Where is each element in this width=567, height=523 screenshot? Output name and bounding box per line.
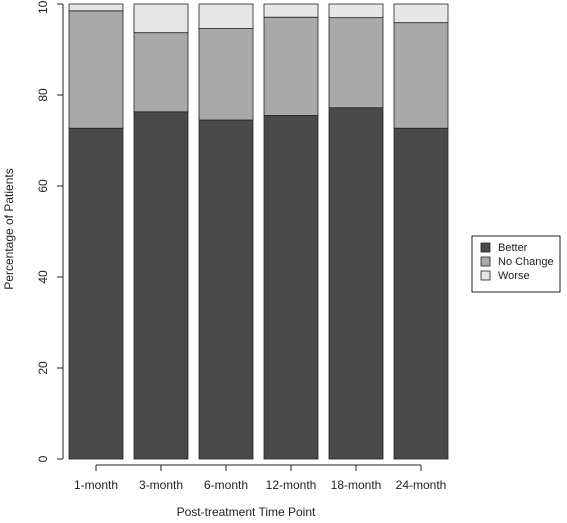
x-axis: 1-month 3-month 6-month 12-month 18-month 24-…	[74, 464, 447, 492]
y-tick-label: 0	[36, 455, 50, 462]
y-tick-label: 60	[36, 179, 50, 193]
bar-no-change	[133, 32, 189, 113]
y-tick-label: 80	[36, 88, 50, 102]
bar-no-change	[393, 22, 449, 129]
legend: Better No Change Worse	[471, 235, 561, 293]
y-tick-label: 40	[36, 270, 50, 284]
bar-better	[328, 107, 384, 460]
legend-swatch-better	[480, 242, 491, 253]
x-tick-label: 3-month	[139, 478, 183, 492]
x-tick-label: 24-month	[396, 478, 447, 492]
y-axis-label: Percentage of Patients	[2, 168, 16, 289]
legend-label: No Change	[498, 256, 554, 268]
x-axis-label: Post-treatment Time Point	[177, 505, 316, 518]
bar-no-change	[328, 17, 384, 109]
bar-better	[198, 119, 254, 460]
bar-no-change	[198, 28, 254, 121]
bar-worse	[328, 3, 384, 19]
bar-worse	[68, 3, 124, 12]
legend-swatch-worse	[480, 270, 491, 281]
bars-group	[68, 3, 449, 460]
bar-better	[68, 127, 124, 460]
bar-worse	[133, 3, 189, 34]
legend-label: Worse	[498, 270, 530, 282]
bar-better	[393, 127, 449, 460]
legend-label: Better	[498, 242, 528, 254]
x-tick-label: 1-month	[74, 478, 118, 492]
y-tick-label: 20	[36, 361, 50, 375]
x-tick-label: 12-month	[266, 478, 317, 492]
bar-no-change	[68, 10, 124, 129]
bar-no-change	[263, 16, 319, 116]
x-tick-label: 18-month	[331, 478, 382, 492]
bar-worse	[198, 3, 254, 29]
x-tick-label: 6-month	[204, 478, 248, 492]
bar-better	[263, 115, 319, 460]
bar-worse	[263, 3, 319, 18]
bar-worse	[393, 3, 449, 24]
y-tick-label: 100	[36, 0, 50, 14]
legend-swatch-no-change	[480, 256, 491, 267]
bar-better	[133, 111, 189, 460]
y-axis: 0 20 40 60 80 100	[36, 0, 64, 462]
